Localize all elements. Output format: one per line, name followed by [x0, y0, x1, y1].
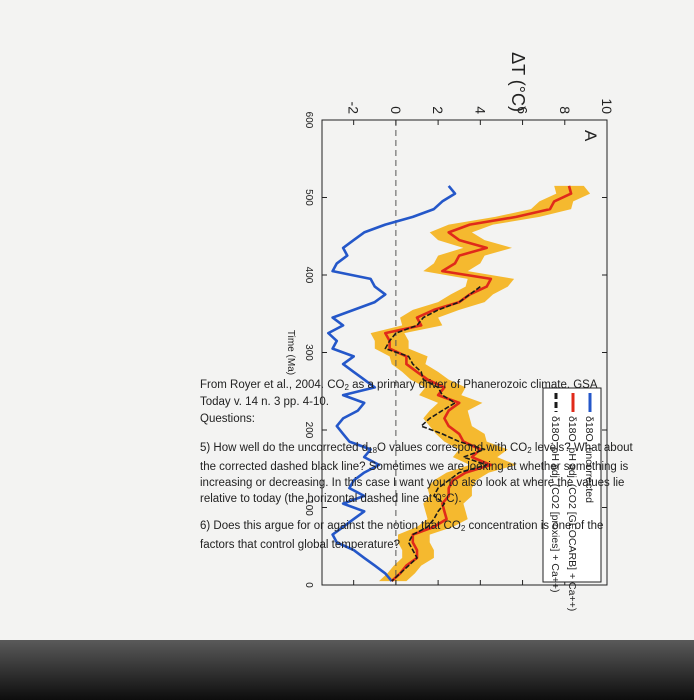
question-5-part-c: levels? What about the corrected dashed …: [200, 442, 633, 505]
question-5-subscript: 2: [527, 446, 532, 455]
y-tick-label: 0: [388, 106, 404, 114]
x-tick-label: 500: [303, 189, 314, 206]
x-tick-label: 600: [303, 112, 314, 129]
legend-entry-1: δ18O, pH adj. (CO2 [GEOCARB] + Ca++): [566, 416, 578, 611]
background-surface: [0, 640, 694, 700]
legend-box: [542, 387, 602, 583]
caption-subscript: 2: [344, 383, 349, 392]
series-line-2: [384, 285, 488, 582]
y-tick-label: 4: [472, 106, 488, 114]
y-tick-label: 10: [599, 98, 615, 114]
caption-part-2: as a primary driver of Phanerozoic clima…: [200, 379, 597, 408]
chart: 600 500 400 300 200 100 0 Time (Ma) 10 8 6 4 2 0 -2 ΔT …: [285, 52, 615, 611]
y-axis-label: ΔT (°C): [508, 52, 528, 112]
y-tick-label: -2: [346, 102, 362, 115]
y-tick-label: 8: [557, 106, 573, 114]
figure-caption: From Royer et al., 2004. CO2 as a primar…: [200, 378, 630, 410]
series-line-1: [384, 185, 573, 583]
questions-heading: Questions:: [200, 413, 255, 425]
series-line-0: [327, 185, 457, 582]
legend-entry-2: δ18O, pH adj. (CO2 [proxies] + Ca++): [549, 416, 561, 593]
y-tick-label: 6: [515, 106, 531, 114]
x-axis-label: Time (Ma): [285, 330, 296, 375]
question-6-part-b: concentration is one of the factors that…: [200, 520, 604, 551]
question-5-part-b: O values correspond with CO: [377, 442, 528, 454]
question-6-subscript: 2: [460, 524, 466, 533]
question-5: 5) How well do the uncorrected d18O valu…: [200, 440, 640, 507]
x-tick-label: 300: [303, 344, 314, 361]
x-tick-label: 200: [303, 422, 314, 439]
caption-part-1: From Royer et al., 2004. CO: [200, 379, 345, 391]
question-6-part-a: 6) Does this argue for or against the no…: [200, 520, 461, 532]
x-tick-label: 100: [303, 499, 314, 516]
x-tick-label: 0: [303, 582, 314, 588]
question-5-superscript: 18: [368, 446, 378, 455]
rotated-figure: 600 500 400 300 200 100 0 Time (Ma) 10 8 6 4 2 0 -2 ΔT …: [285, 52, 615, 611]
panel-label: A: [581, 130, 600, 142]
legend-entry-0: δ18O, uncorrected: [583, 416, 595, 503]
y-tick-label: 2: [430, 106, 446, 114]
question-6: 6) Does this argue for or against the no…: [200, 518, 640, 553]
question-5-part-a: 5) How well do the uncorrected d: [200, 442, 369, 454]
x-tick-label: 400: [303, 267, 314, 284]
